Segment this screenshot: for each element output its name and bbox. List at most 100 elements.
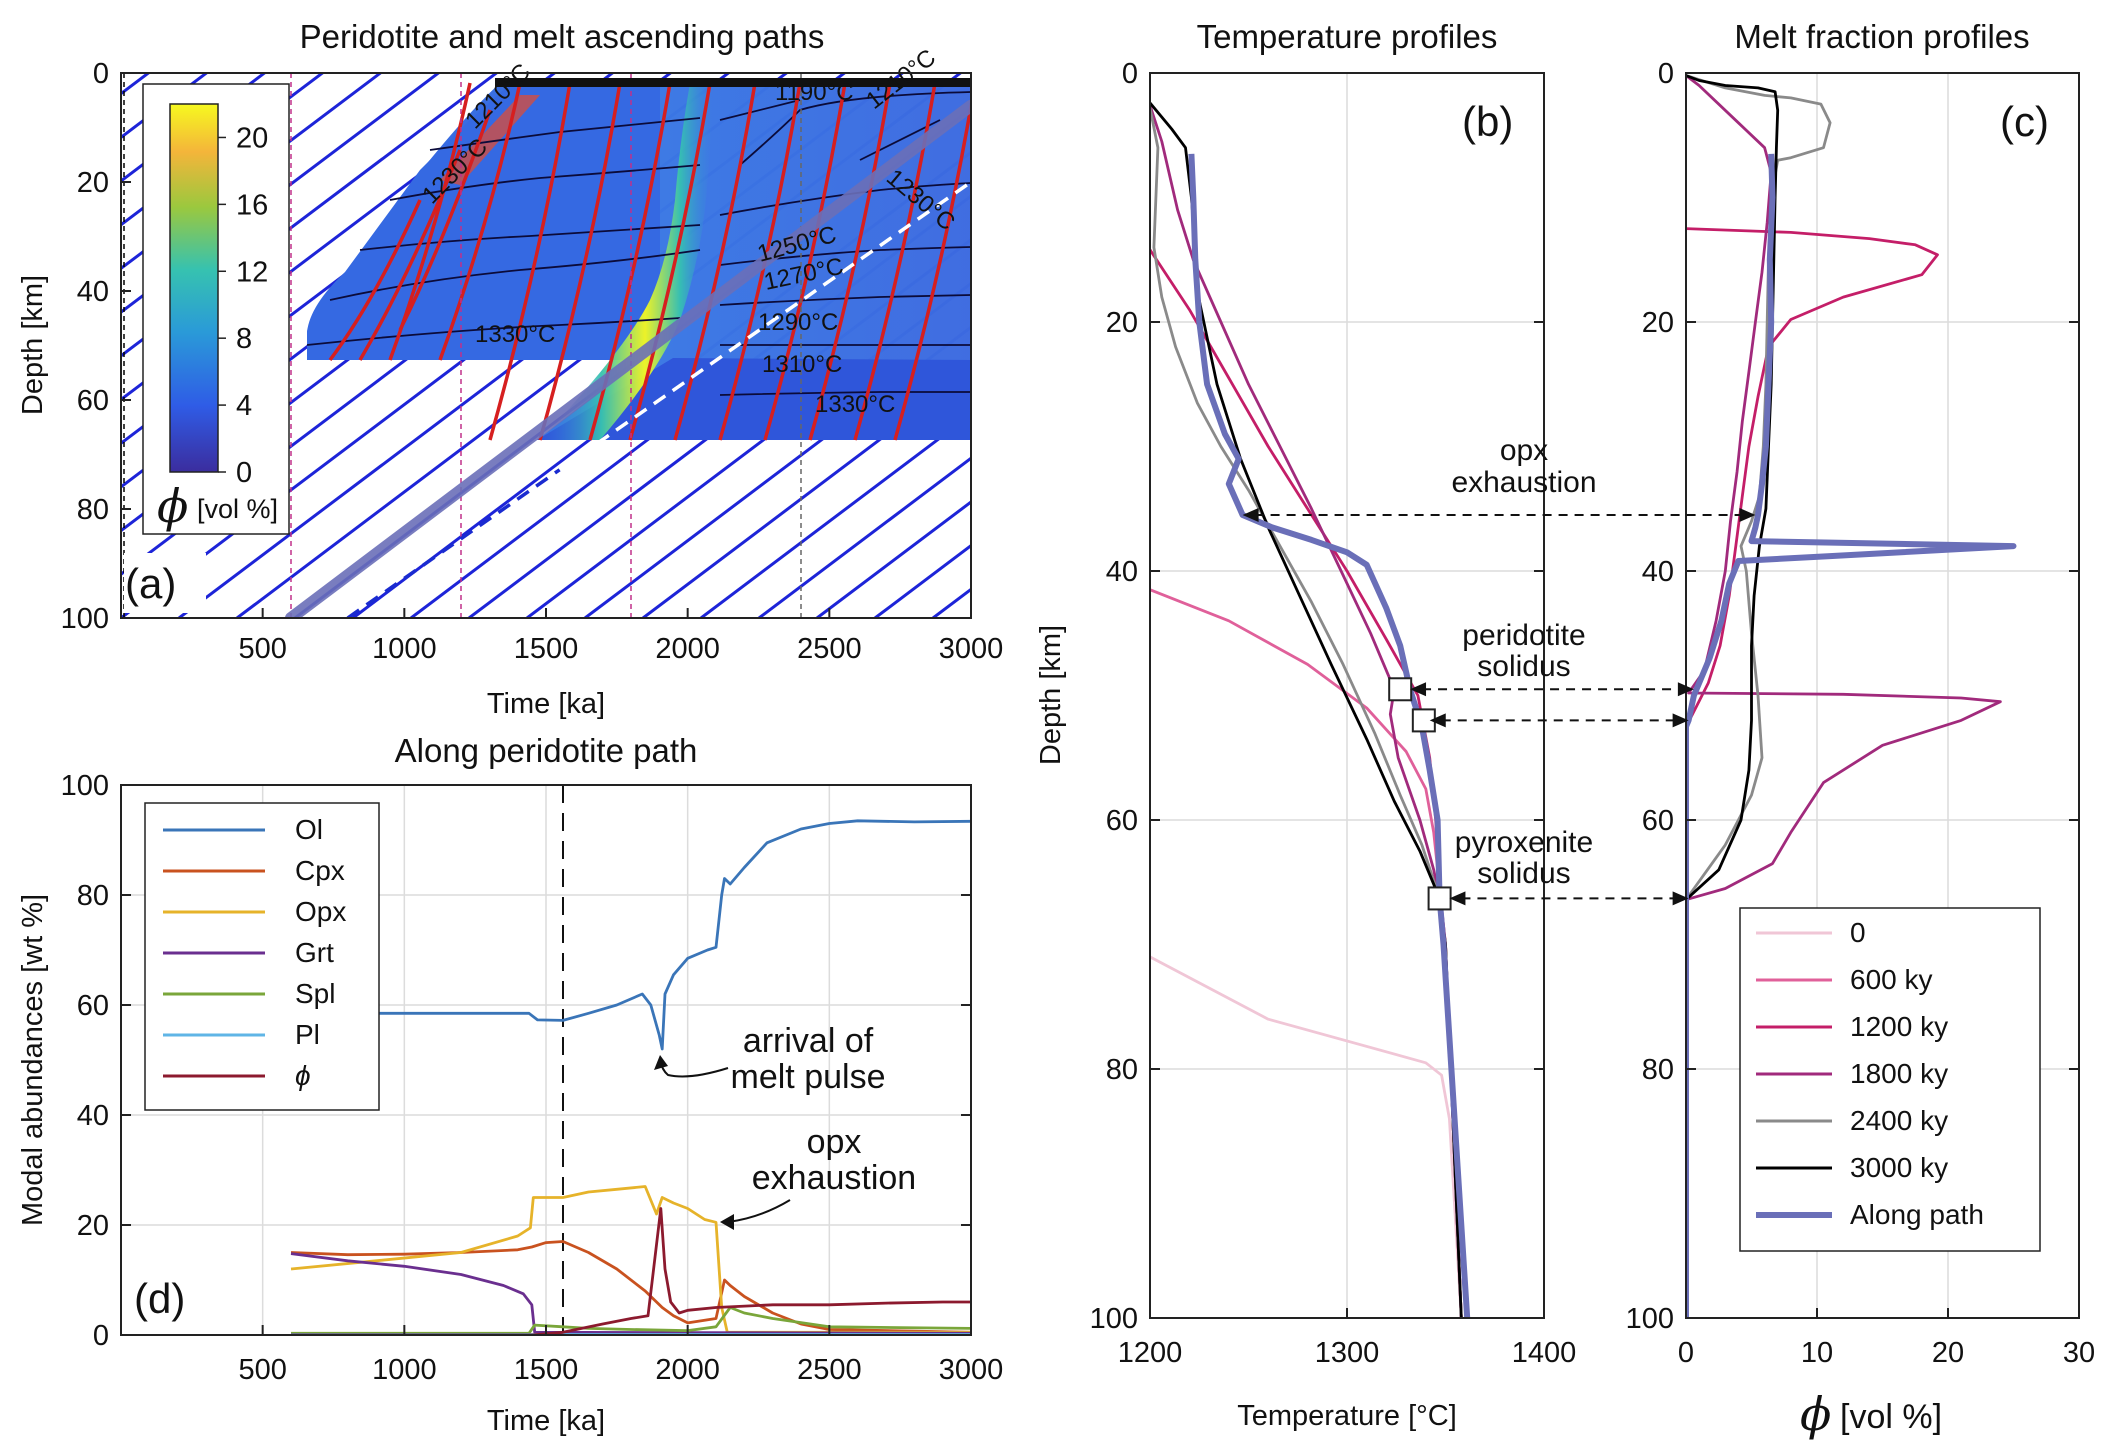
panel-a-isotherm-lines (306, 91, 971, 396)
legend-bc-entry: Along path (1850, 1199, 1984, 1230)
panel-c: Melt fraction profiles 0 10 20 30 0 20 40 60 80 1… (1626, 18, 2096, 1441)
link-arrow-head (1672, 891, 1689, 906)
panel-c-ytick-label: 60 (1642, 805, 1674, 837)
panel-c-ytick-label: 80 (1642, 1054, 1674, 1086)
legend-bc: 0 600 ky 1200 ky 1800 ky 2400 ky 3000 ky Along… (1739, 907, 2041, 1252)
panel-a-red-paths (328, 82, 971, 441)
panel-a-isotherm-line (859, 119, 941, 161)
legend-d: Ol Cpx Opx Grt Spl Pl ϕ (144, 802, 380, 1111)
link-opx-line1: opx (1500, 434, 1548, 467)
link-perid-line1: peridotite (1462, 619, 1585, 652)
link-pyrox-line2: solidus (1477, 857, 1570, 890)
panel-a-isotherm-line (739, 91, 971, 166)
panel-a-ytick-label: 80 (77, 494, 109, 526)
panel-a-isotherm-line (359, 224, 701, 251)
panel-b-ytick-label: 100 (1090, 1303, 1138, 1335)
arrival-arrow (659, 1059, 729, 1078)
panel-a-red-path (488, 82, 572, 441)
panel-a-title: Peridotite and melt ascending paths (300, 18, 825, 55)
panel-d-ytick-label: 40 (77, 1100, 109, 1132)
panel-d-ytick-label: 0 (93, 1320, 109, 1352)
opx-line1: opx (807, 1123, 862, 1161)
panel-b-marker (1388, 677, 1413, 702)
legend-d-entry: Grt (295, 937, 334, 968)
panel-a-isotherm-line (329, 249, 701, 301)
panel-a-diagonal-line (642, 369, 971, 618)
panel-a-isotherm-label: 1330°C (475, 321, 555, 348)
panel-a-isotherm-label: 1190°C (775, 79, 854, 106)
link-arrow-head (1410, 682, 1427, 697)
panel-a-isotherm-label: 1330°C (815, 391, 895, 418)
legend-bc-entry: 0 (1850, 917, 1866, 948)
legend-d-entry: Cpx (295, 855, 345, 886)
panel-a-diagonal-line (932, 587, 971, 618)
panel-a-red-path (853, 82, 937, 441)
link-arrow-head (1739, 507, 1756, 522)
panel-a-ytick-label: 100 (61, 603, 109, 635)
panel-c-xtick-label: 20 (1932, 1337, 1964, 1369)
panel-a-isotherm-label: 1310°C (762, 351, 842, 378)
panel-d-xtick-label: 2500 (797, 1354, 862, 1386)
panel-a-diagonal-line (700, 412, 971, 618)
panel-c-title: Melt fraction profiles (1734, 18, 2029, 55)
panel-b-ticks: 1200 1300 1400 0 20 40 60 80 100 (1090, 58, 1577, 1369)
opx-line2: exhaustion (752, 1159, 916, 1197)
panel-a-red-path (538, 82, 622, 441)
panel-a-red-path (398, 109, 492, 331)
panel-a-red-path (628, 82, 712, 441)
panel-a-red-path (588, 82, 672, 441)
legend-bc-entry: 2400 ky (1850, 1105, 1948, 1136)
panel-b-xtick-label: 1300 (1315, 1337, 1380, 1369)
panel-a-isotherm-line (719, 294, 971, 306)
link-arrow-head (1677, 682, 1694, 697)
panel-d-ticks: 500 1000 1500 2000 2500 3000 0 20 40 60 80 100 (61, 770, 1004, 1386)
panel-c-ticks: 0 10 20 30 0 20 40 60 80 100 (1626, 58, 2096, 1369)
panel-b-xtick-label: 1400 (1512, 1337, 1577, 1369)
colorbar-tick-label: 12 (236, 256, 268, 288)
panel-d-ytick-label: 20 (77, 1210, 109, 1242)
panel-a-ytick-label: 0 (93, 58, 109, 90)
panel-a-diagonal-line (526, 281, 971, 618)
panel-d-series-line (290, 1185, 971, 1334)
panel-a-isotherm-line (389, 164, 701, 201)
legend-d-entry: Opx (295, 896, 346, 927)
panel-a-diagonal-line (816, 500, 971, 618)
colorbar (169, 103, 219, 473)
legend-bc-box (1739, 907, 2041, 1252)
colorbar-phi-symbol: ϕ (157, 479, 188, 533)
legend-d-box (144, 802, 380, 1111)
panel-d-xtick-label: 1000 (372, 1354, 437, 1386)
link-opx-line2: exhaustion (1451, 466, 1596, 499)
panel-d-series-line (291, 1207, 971, 1335)
panel-a-isotherm-line (719, 391, 971, 396)
legend-d-entry: ϕ (295, 1060, 311, 1091)
opx-arrow (727, 1199, 791, 1223)
panel-b-title: Temperature profiles (1197, 18, 1498, 55)
colorbar-tick-label: 16 (236, 189, 268, 221)
panel-a-ytick-label: 40 (77, 276, 109, 308)
panel-a-isotherm-label: 1290°C (758, 309, 838, 336)
link-arrows (1242, 507, 1756, 906)
panel-d-xtick-label: 1500 (514, 1354, 579, 1386)
panel-c-xtick-label: 0 (1678, 1337, 1694, 1369)
legend-bc-entry: 600 ky (1850, 964, 1933, 995)
panel-d-xtick-label: 3000 (939, 1354, 1004, 1386)
panel-b-series-line (1150, 249, 1463, 1318)
panel-b-ytick-label: 0 (1122, 58, 1138, 90)
panel-c-series-line (1686, 153, 2017, 1318)
panel-a-xlabel: Time [ka] (487, 688, 605, 720)
panel-a-isotherm-line (306, 317, 681, 346)
legend-d-entry: Spl (295, 978, 335, 1009)
colorbar-label: [vol %] (197, 494, 278, 524)
panel-a-red-path (358, 149, 462, 361)
legend-d-entry: Ol (295, 814, 323, 845)
panel-d: Along peridotite path 500 1000 1500 2000 250… (17, 732, 1003, 1437)
panel-b-series-line (1188, 153, 1471, 1318)
legend-bc-entry: 3000 ky (1850, 1152, 1948, 1183)
panel-a-label: (a) (125, 560, 176, 607)
link-arrow-head (1449, 891, 1466, 906)
panel-a-snapshot-lines (123, 73, 971, 618)
panel-c-ytick-label: 40 (1642, 556, 1674, 588)
colorbar-tick-label: 8 (236, 323, 252, 355)
